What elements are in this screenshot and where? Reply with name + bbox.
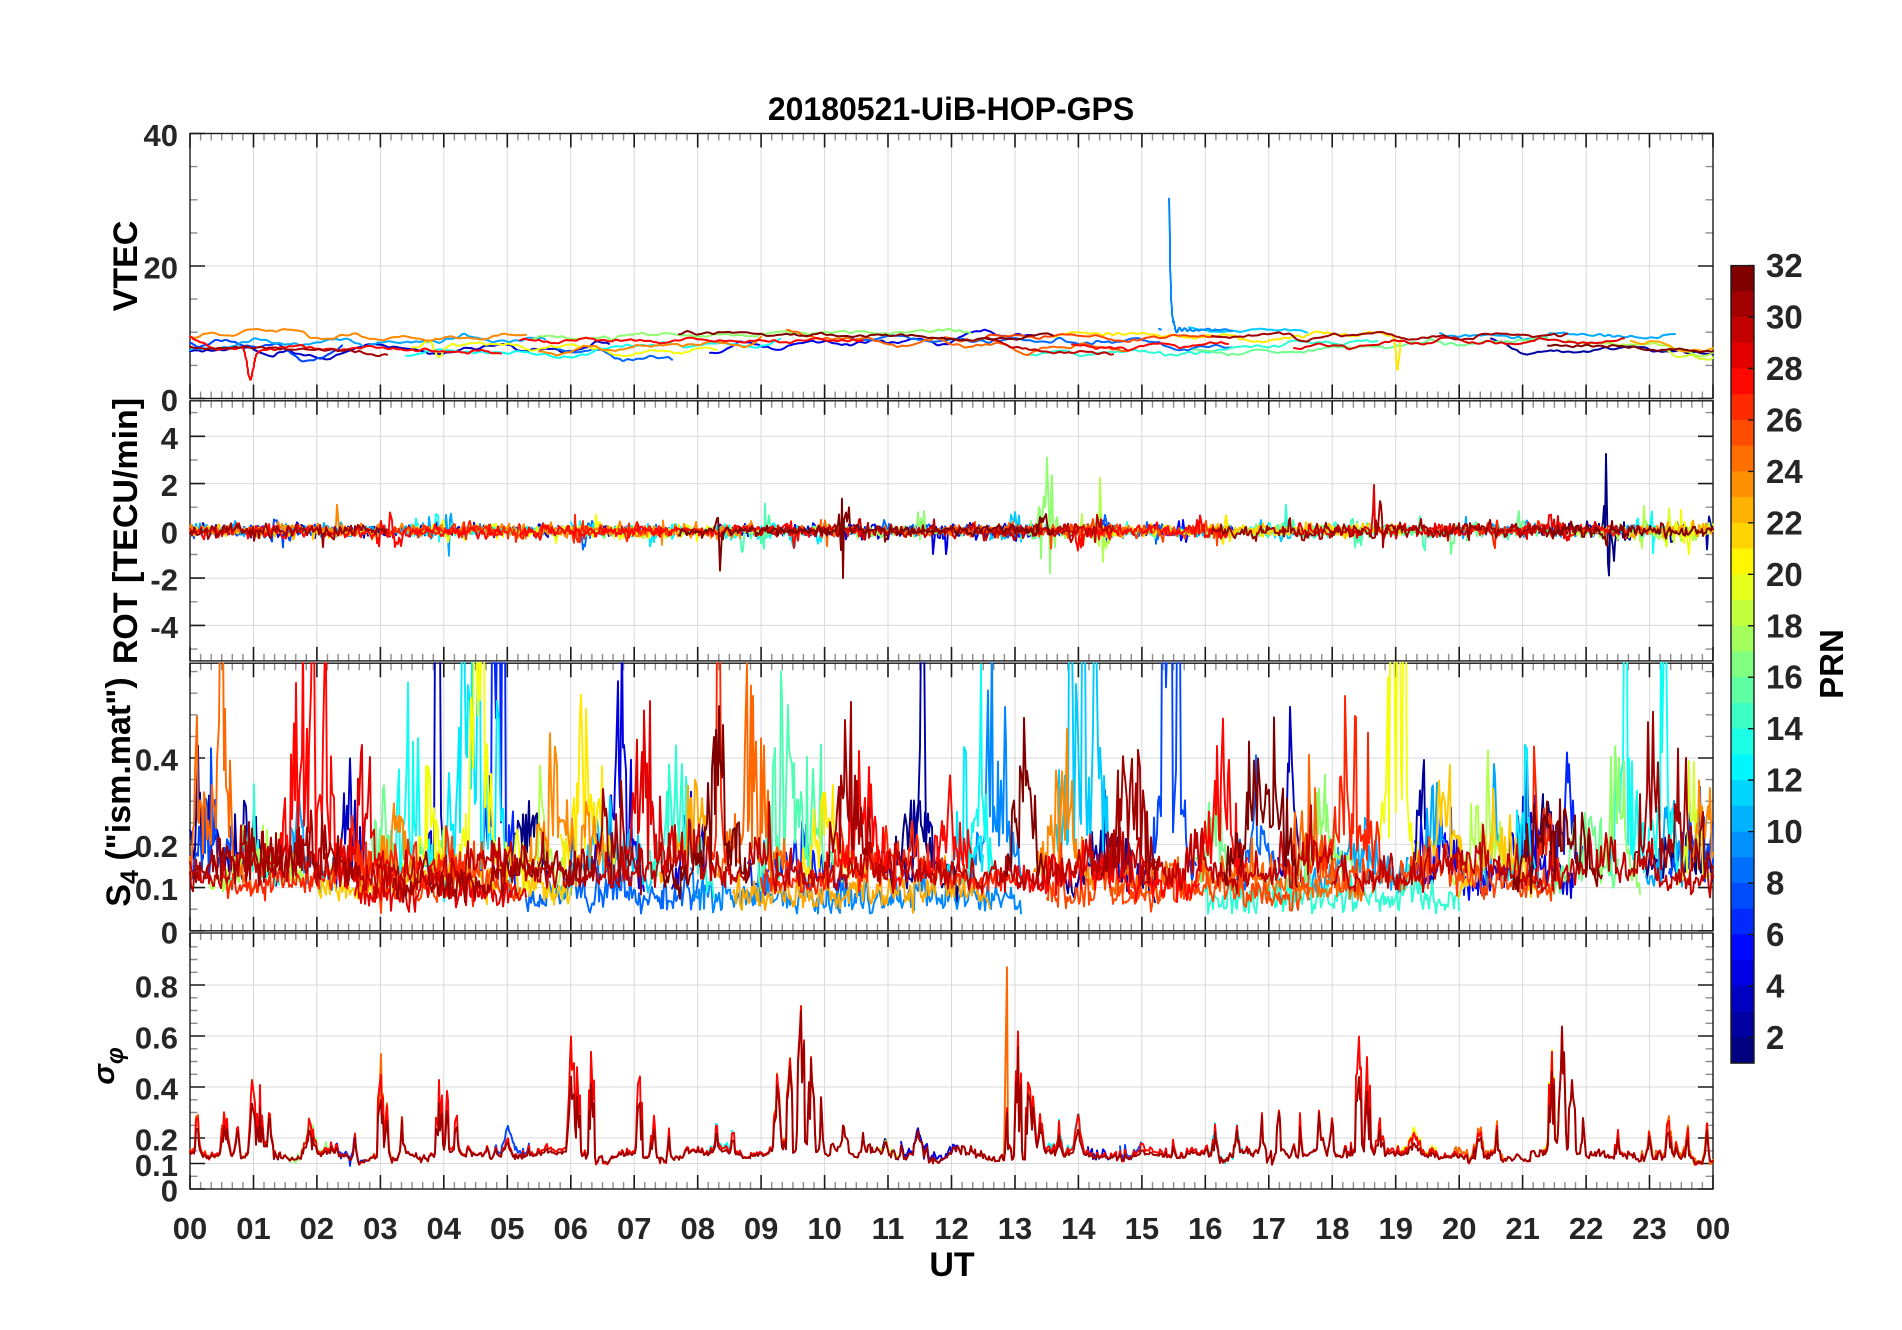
svg-text:0.4: 0.4 bbox=[135, 743, 179, 778]
svg-text:12: 12 bbox=[1766, 762, 1803, 799]
svg-text:23: 23 bbox=[1632, 1211, 1666, 1246]
svg-text:14: 14 bbox=[1766, 710, 1803, 747]
svg-text:PRN: PRN bbox=[1813, 629, 1850, 699]
svg-text:22: 22 bbox=[1766, 504, 1803, 541]
svg-text:-4: -4 bbox=[150, 610, 178, 645]
svg-text:02: 02 bbox=[300, 1211, 334, 1246]
svg-text:26: 26 bbox=[1766, 402, 1803, 439]
svg-text:20180521-UiB-HOP-GPS: 20180521-UiB-HOP-GPS bbox=[768, 91, 1134, 127]
svg-text:00: 00 bbox=[1696, 1211, 1730, 1246]
svg-text:0.1: 0.1 bbox=[135, 872, 178, 907]
svg-text:10: 10 bbox=[1766, 813, 1803, 850]
svg-text:0: 0 bbox=[161, 383, 178, 418]
svg-text:18: 18 bbox=[1766, 607, 1803, 644]
svg-text:14: 14 bbox=[1061, 1211, 1096, 1246]
svg-text:08: 08 bbox=[680, 1211, 714, 1246]
svg-text:0.1: 0.1 bbox=[135, 1148, 178, 1183]
svg-text:09: 09 bbox=[744, 1211, 778, 1246]
svg-text:0: 0 bbox=[161, 915, 178, 950]
svg-text:ROT [TECU/min]: ROT [TECU/min] bbox=[107, 398, 145, 664]
svg-text:40: 40 bbox=[144, 118, 178, 153]
svg-text:00: 00 bbox=[173, 1211, 207, 1246]
svg-text:15: 15 bbox=[1125, 1211, 1159, 1246]
svg-text:01: 01 bbox=[236, 1211, 270, 1246]
svg-text:28: 28 bbox=[1766, 350, 1803, 387]
svg-text:19: 19 bbox=[1378, 1211, 1412, 1246]
svg-text:0.2: 0.2 bbox=[135, 829, 178, 864]
svg-text:8: 8 bbox=[1766, 865, 1784, 902]
svg-text:16: 16 bbox=[1766, 659, 1803, 696]
svg-text:6: 6 bbox=[1766, 916, 1784, 953]
svg-text:10: 10 bbox=[807, 1211, 841, 1246]
svg-text:0.2: 0.2 bbox=[135, 1123, 178, 1158]
svg-text:20: 20 bbox=[1442, 1211, 1476, 1246]
svg-text:13: 13 bbox=[998, 1211, 1032, 1246]
svg-text:UT: UT bbox=[929, 1246, 975, 1284]
svg-text:22: 22 bbox=[1569, 1211, 1603, 1246]
svg-text:16: 16 bbox=[1188, 1211, 1222, 1246]
svg-text:0: 0 bbox=[161, 1174, 178, 1209]
svg-text:32: 32 bbox=[1766, 247, 1803, 284]
svg-text:S4 ("ism.mat"): S4 ("ism.mat") bbox=[100, 677, 144, 906]
svg-text:20: 20 bbox=[144, 251, 178, 286]
svg-text:0: 0 bbox=[161, 515, 178, 550]
svg-text:07: 07 bbox=[617, 1211, 651, 1246]
svg-text:4: 4 bbox=[161, 421, 179, 456]
svg-text:04: 04 bbox=[427, 1211, 462, 1246]
svg-text:2: 2 bbox=[1766, 1019, 1784, 1056]
svg-text:4: 4 bbox=[1766, 967, 1785, 1004]
svg-text:20: 20 bbox=[1766, 556, 1803, 593]
svg-text:24: 24 bbox=[1766, 453, 1803, 490]
svg-text:05: 05 bbox=[490, 1211, 524, 1246]
svg-text:-2: -2 bbox=[150, 563, 178, 598]
svg-text:30: 30 bbox=[1766, 299, 1803, 336]
svg-text:VTEC: VTEC bbox=[107, 221, 145, 312]
svg-text:06: 06 bbox=[554, 1211, 588, 1246]
svg-text:0.4: 0.4 bbox=[135, 1072, 179, 1107]
svg-text:03: 03 bbox=[363, 1211, 397, 1246]
svg-text:2: 2 bbox=[161, 468, 178, 503]
svg-text:18: 18 bbox=[1315, 1211, 1349, 1246]
svg-text:12: 12 bbox=[934, 1211, 968, 1246]
svg-text:21: 21 bbox=[1505, 1211, 1539, 1246]
svg-text:0.6: 0.6 bbox=[135, 1021, 178, 1056]
svg-text:17: 17 bbox=[1252, 1211, 1286, 1246]
svg-text:11: 11 bbox=[872, 1211, 905, 1246]
svg-text:0.8: 0.8 bbox=[135, 970, 178, 1005]
